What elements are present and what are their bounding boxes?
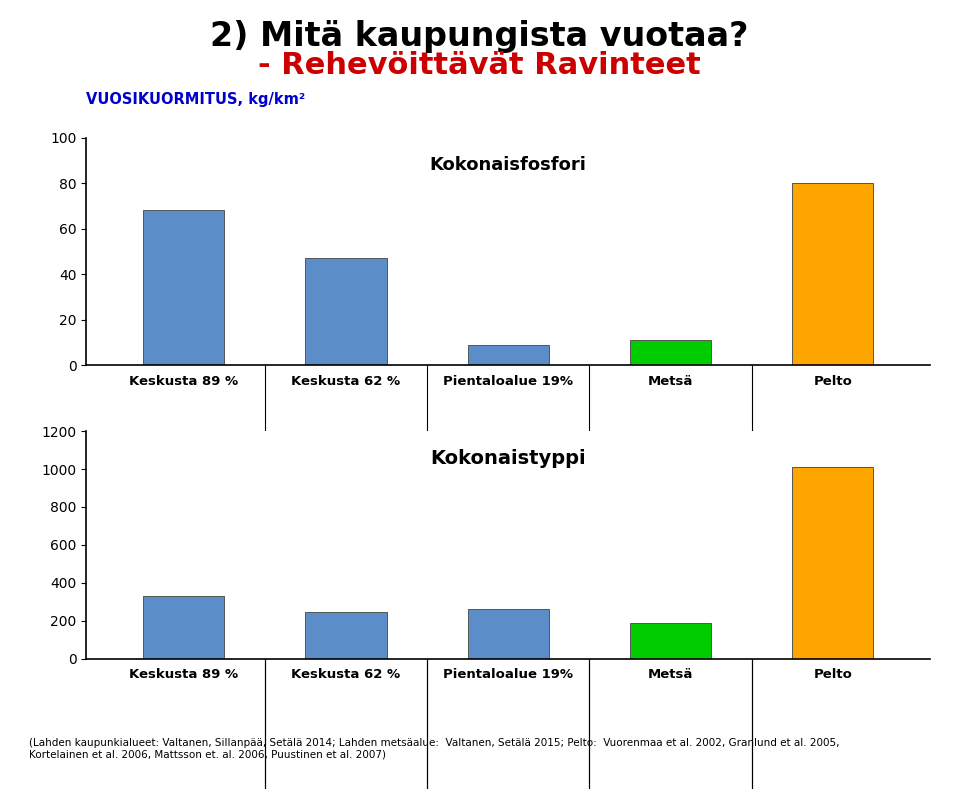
Bar [468, 609, 549, 659]
Bar [630, 340, 712, 365]
Bar [792, 183, 874, 365]
Bar [468, 345, 549, 365]
Bar [305, 258, 386, 365]
Text: (Lahden kaupunkialueet: Valtanen, Sillanpää, Setälä 2014; Lahden metsäalue:  Val: (Lahden kaupunkialueet: Valtanen, Sillan… [29, 738, 839, 759]
Text: 2) Mitä kaupungista vuotaa?: 2) Mitä kaupungista vuotaa? [210, 20, 749, 53]
Bar [630, 623, 712, 659]
Text: Kokonaisfosfori: Kokonaisfosfori [430, 155, 587, 174]
Bar [143, 596, 224, 659]
Text: Kokonaistyppi: Kokonaistyppi [431, 449, 586, 469]
Text: - Rehevöittävät Ravinteet: - Rehevöittävät Ravinteet [258, 51, 701, 80]
Bar [792, 467, 874, 659]
Bar [143, 211, 224, 365]
Text: VUOSIKUORMITUS, kg/km²: VUOSIKUORMITUS, kg/km² [86, 92, 306, 107]
Bar [305, 612, 386, 659]
